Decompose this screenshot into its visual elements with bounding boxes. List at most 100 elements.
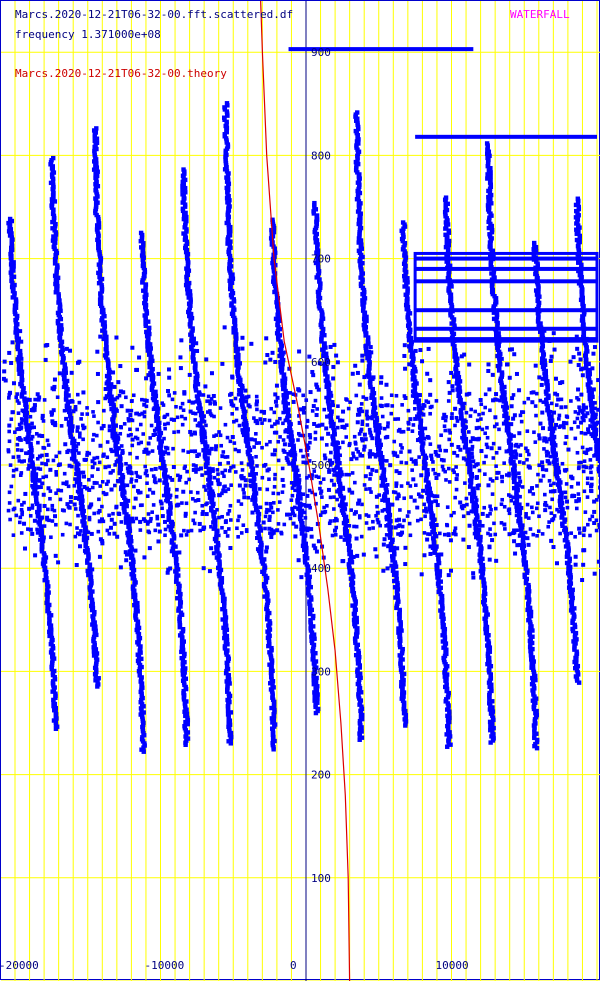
scatter-point	[262, 521, 266, 525]
scatter-point	[326, 432, 330, 436]
scatter-point	[569, 399, 573, 403]
scatter-point	[225, 101, 229, 105]
scatter-point	[420, 572, 424, 576]
scatter-points	[2, 101, 600, 754]
scatter-point	[70, 457, 74, 461]
scatter-point	[453, 354, 457, 358]
scatter-point	[569, 573, 573, 577]
scatter-point	[347, 565, 351, 569]
scatter-point	[202, 393, 206, 397]
scatter-point	[220, 515, 224, 519]
scatter-point	[344, 397, 348, 401]
scatter-point	[398, 428, 402, 432]
scatter-point	[418, 426, 422, 430]
scatter-point	[99, 537, 103, 541]
scatter-point	[101, 454, 105, 458]
scatter-point	[574, 555, 578, 559]
scatter-point	[64, 417, 68, 421]
scatter-point	[490, 446, 494, 450]
scatter-point	[578, 531, 582, 535]
scatter-point	[389, 412, 393, 416]
scatter-point	[181, 402, 185, 406]
scatter-point	[515, 372, 519, 376]
scatter-point	[51, 156, 55, 160]
scatter-point	[514, 456, 518, 460]
scatter-point	[375, 554, 379, 558]
scatter-point	[358, 383, 362, 387]
scatter-point	[517, 388, 521, 392]
scatter-point	[540, 411, 544, 415]
scatter-point	[575, 347, 579, 351]
scatter-point	[411, 477, 415, 481]
scatter-point	[345, 423, 349, 427]
scatter-point	[288, 450, 292, 454]
scatter-point	[485, 426, 489, 430]
scatter-point	[95, 350, 99, 354]
scatter-point	[98, 555, 102, 559]
scatter-point	[168, 476, 172, 480]
scatter-point	[53, 514, 57, 518]
scatter-point	[130, 573, 134, 577]
scatter-point	[505, 363, 509, 367]
scatter-point	[546, 459, 550, 463]
scatter-point	[456, 445, 460, 449]
scatter-point	[107, 465, 111, 469]
scatter-point	[455, 416, 459, 420]
scatter-point	[40, 516, 44, 520]
scatter-point	[159, 500, 163, 504]
scatter-point	[213, 476, 217, 480]
scatter-point	[73, 502, 77, 506]
scatter-point	[237, 449, 241, 453]
scatter-point	[264, 336, 268, 340]
scatter-point	[124, 558, 128, 562]
scatter-point	[163, 450, 167, 454]
scatter-point	[116, 380, 120, 384]
scatter-point	[355, 110, 359, 114]
scatter-point	[48, 468, 52, 472]
scatter-point	[274, 400, 278, 404]
scatter-point	[406, 514, 410, 518]
scatter-point	[207, 449, 211, 453]
scatter-point	[256, 547, 260, 551]
scatter-point	[564, 435, 568, 439]
scatter-point	[552, 411, 556, 415]
scatter-point	[539, 479, 543, 483]
scatter-point	[7, 424, 11, 428]
scatter-point	[517, 484, 521, 488]
scatter-point	[369, 472, 373, 476]
scatter-point	[156, 523, 160, 527]
scatter-point	[441, 465, 445, 469]
scatter-point	[313, 546, 317, 550]
scatter-point	[331, 365, 335, 369]
scatter-point	[450, 443, 454, 447]
scatter-point	[332, 483, 336, 487]
scatter-point	[12, 474, 16, 478]
scatter-point	[118, 364, 122, 368]
scatter-point	[276, 396, 280, 400]
scatter-point	[228, 393, 232, 397]
scatter-point	[164, 499, 168, 503]
scatter-point	[158, 478, 162, 482]
scatter-point	[158, 432, 162, 436]
scatter-point	[479, 398, 483, 402]
scatter-point	[285, 456, 289, 460]
scatter-point	[482, 506, 486, 510]
scatter-point	[513, 552, 517, 556]
scatter-point	[558, 381, 562, 385]
scatter-point	[560, 398, 564, 402]
scatter-point	[454, 465, 458, 469]
scatter-point	[128, 452, 132, 456]
scatter-point	[412, 423, 416, 427]
scatter-point	[407, 362, 411, 366]
scatter-point	[420, 359, 424, 363]
scatter-point	[205, 512, 209, 516]
scatter-point	[102, 424, 106, 428]
scatter-point	[228, 546, 232, 550]
scatter-point	[203, 384, 207, 388]
scatter-point	[527, 543, 531, 547]
scatter-point	[7, 396, 11, 400]
scatter-point	[249, 342, 253, 346]
scatter-point	[126, 540, 130, 544]
scatter-point	[148, 436, 152, 440]
